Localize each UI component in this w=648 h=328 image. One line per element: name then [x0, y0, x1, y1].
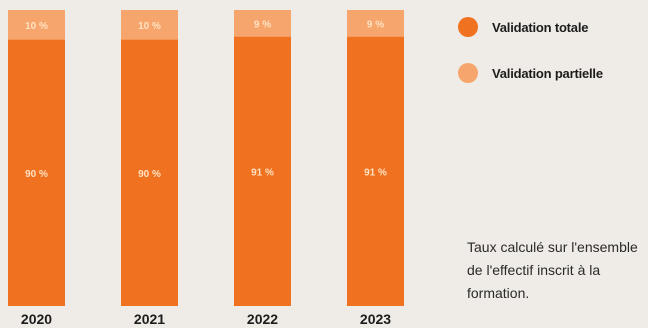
x-tick-label: 2020	[21, 311, 52, 327]
bar-segment-validation-partielle	[121, 10, 178, 40]
footnote-line: de l'effectif inscrit à la	[467, 262, 601, 278]
data-label-validation-partielle: 10 %	[25, 21, 48, 32]
legend: Validation totale Validation partielle	[458, 16, 648, 108]
legend-swatch-validation-totale	[458, 17, 478, 37]
bar-segment-validation-totale	[347, 36, 404, 306]
bar-segment-validation-totale	[121, 39, 178, 306]
x-tick-label: 2021	[134, 311, 165, 327]
x-tick-label: 2023	[360, 311, 391, 327]
legend-label-validation-partielle: Validation partielle	[492, 65, 603, 81]
legend-swatch-validation-partielle	[458, 63, 478, 83]
x-tick-label: 2022	[247, 311, 278, 327]
bar-segment-validation-totale	[234, 36, 291, 306]
bar-segment-validation-partielle	[8, 10, 65, 40]
legend-item-validation-partielle: Validation partielle	[458, 62, 648, 84]
footnote-line: formation.	[467, 285, 530, 301]
data-label-validation-partielle: 9 %	[254, 19, 271, 30]
footnote: Taux calculé sur l'ensemble de l'effecti…	[467, 236, 648, 305]
data-label-validation-partielle: 9 %	[367, 19, 384, 30]
bar-segment-validation-partielle	[347, 10, 404, 37]
data-label-validation-partielle: 10 %	[138, 21, 161, 32]
footnote-line: Taux calculé sur l'ensemble	[467, 239, 638, 255]
data-label-validation-totale: 90 %	[138, 169, 161, 180]
data-label-validation-totale: 91 %	[364, 167, 387, 178]
bar-segment-validation-partielle	[234, 10, 291, 37]
stacked-bar-chart: 10 % 90 % 2020 10 % 90 % 2021 9 % 91 % 2022 9 % 91…	[8, 10, 404, 327]
data-label-validation-totale: 90 %	[25, 169, 48, 180]
data-label-validation-totale: 91 %	[251, 167, 274, 178]
legend-item-validation-totale: Validation totale	[458, 16, 648, 38]
legend-label-validation-totale: Validation totale	[492, 19, 589, 35]
bar-segment-validation-totale	[8, 39, 65, 306]
